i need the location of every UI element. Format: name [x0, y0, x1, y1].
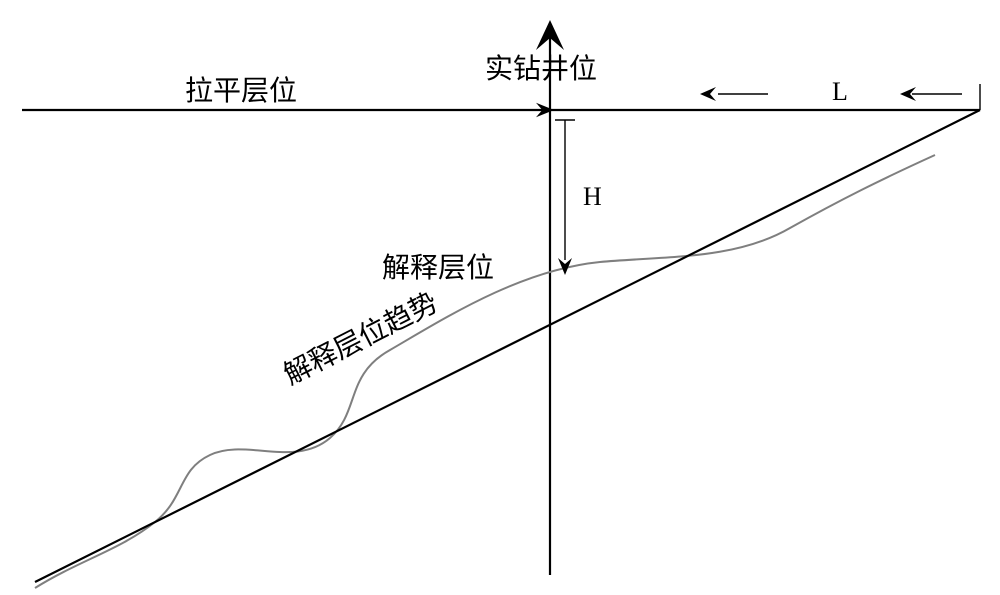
- interpreted-horizon-label: 解释层位: [382, 252, 494, 284]
- l-marker-left-arrow-icon: [700, 87, 716, 101]
- actual-well-label: 实钻井位: [485, 53, 597, 85]
- interpreted-horizon-trend-line: [35, 110, 980, 582]
- l-label: L: [832, 77, 848, 106]
- flatten-horizon-label: 拉平层位: [185, 75, 297, 107]
- interpreted-horizon-curve: [35, 155, 935, 588]
- interpreted-horizon-trend-label: 解释层位趋势: [279, 286, 443, 391]
- h-label: H: [583, 182, 602, 211]
- diagram-canvas: 拉平层位 实钻井位 L H 解释层位 解释层位趋势: [0, 0, 1000, 595]
